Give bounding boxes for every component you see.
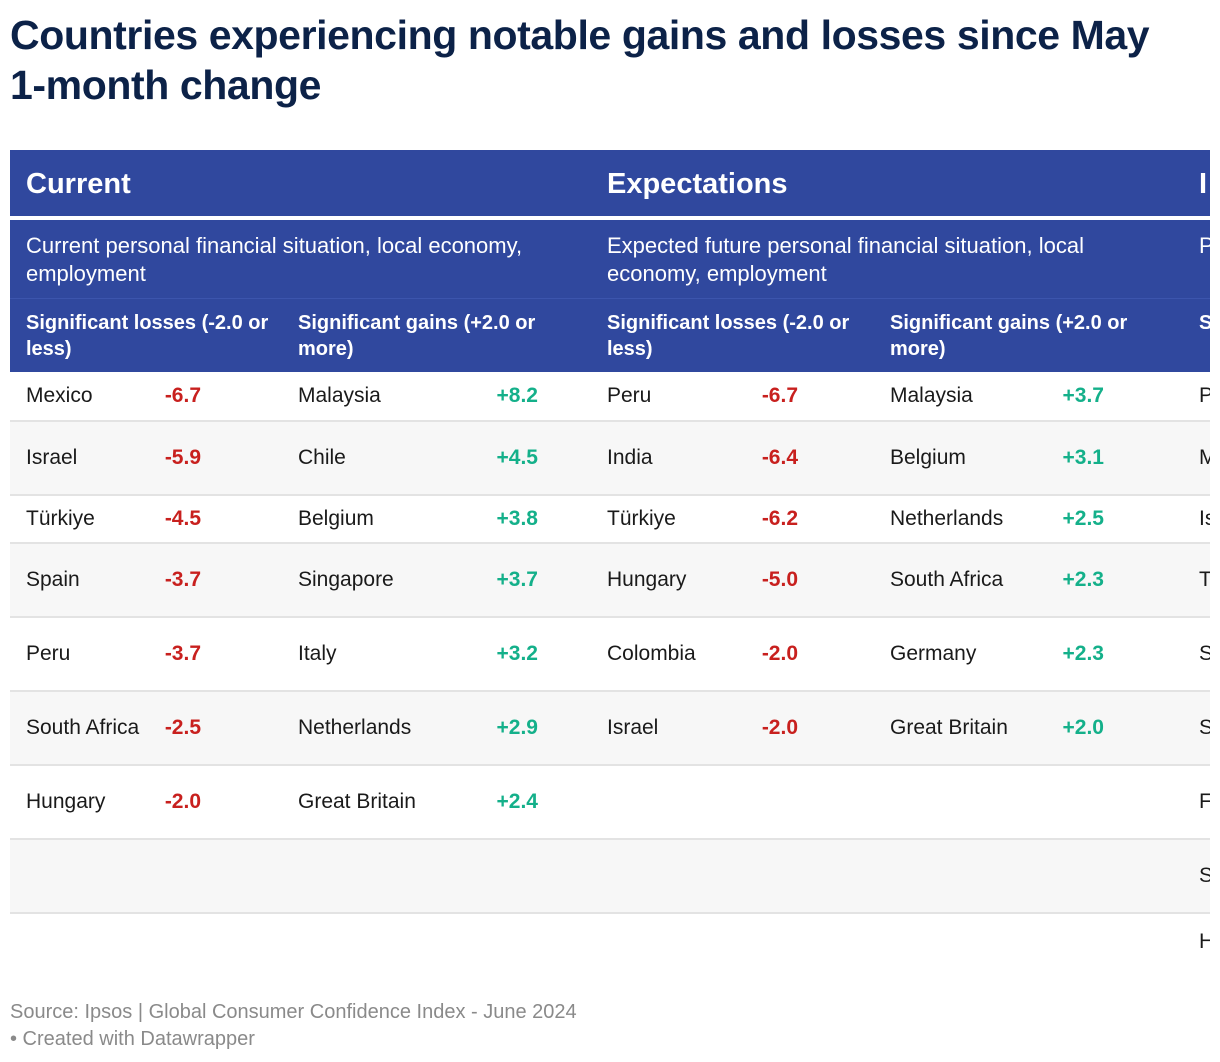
- table-row: Spain -3.7 Singapore +3.7 Hungary -5.0 South A…: [10, 544, 1210, 618]
- loss-value: -4.5: [164, 507, 201, 530]
- loss-value: -6.4: [761, 446, 798, 469]
- loss-value: -5.9: [164, 446, 201, 469]
- group-title: Expectations: [607, 168, 788, 200]
- gain-country: South Africa: [890, 568, 1004, 591]
- loss-country: H: [1199, 930, 1210, 950]
- gain-country: Malaysia: [298, 384, 381, 407]
- loss-value: -3.7: [164, 642, 201, 665]
- title-line-2: 1-month change: [10, 62, 322, 108]
- gain-value: +3.7: [1062, 384, 1104, 407]
- gain-value: +2.9: [496, 716, 538, 739]
- gain-value: +3.1: [1062, 446, 1104, 469]
- gain-country: Great Britain: [298, 790, 416, 813]
- gain-country: Chile: [298, 446, 346, 469]
- loss-country: S A: [1199, 642, 1210, 665]
- table-row: Mexico -6.7 Malaysia +8.2 Peru -6.7 Malaysia +3…: [10, 372, 1210, 422]
- table-row: South Africa -2.5 Netherlands +2.9 Israel -2.…: [10, 692, 1210, 766]
- source-note: Source: Ipsos | Global Consumer Confiden…: [10, 999, 1210, 1053]
- gain-value: +3.8: [496, 507, 538, 530]
- gain-value: +2.4: [496, 790, 538, 813]
- loss-value: -6.2: [761, 507, 798, 530]
- group-title: I: [1199, 168, 1208, 200]
- table-row: Israel -5.9 Chile +4.5 India -6.4 Belgium +3.1 M: [10, 422, 1210, 496]
- loss-country: Mexico: [26, 384, 93, 407]
- gain-value: +3.7: [496, 568, 538, 591]
- group-title: Current: [26, 168, 131, 200]
- loss-country: Is: [1199, 507, 1210, 530]
- gain-value: +2.3: [1062, 568, 1104, 591]
- loss-country: Spain: [26, 568, 80, 591]
- gain-value: +8.2: [496, 384, 538, 407]
- loss-country: Türkiye: [26, 507, 95, 530]
- loss-country: Hungary: [607, 568, 687, 591]
- loss-country: Israel: [607, 716, 659, 739]
- gain-country: Netherlands: [890, 507, 1004, 530]
- loss-value: -5.0: [761, 568, 798, 591]
- loss-country: F: [1199, 790, 1210, 813]
- group-description: P f: [1199, 233, 1210, 258]
- gain-value: +2.3: [1062, 642, 1104, 665]
- losses-column-header: S (-: [1199, 312, 1210, 334]
- table-row: S K: [10, 840, 1210, 914]
- gain-value: +3.2: [496, 642, 538, 665]
- data-table-inner: Current Current personal financial situat…: [10, 150, 1210, 950]
- loss-country: S K: [1199, 864, 1210, 887]
- table-row: Peru -3.7 Italy +3.2 Colombia -2.0 Germany +2.3…: [10, 618, 1210, 692]
- gain-country: Belgium: [890, 446, 966, 469]
- losses-column-header: Significant losses (-2.0 or less): [26, 312, 269, 360]
- loss-value: -2.0: [761, 716, 798, 739]
- loss-value: -2.0: [164, 790, 201, 813]
- loss-country: India: [607, 446, 653, 469]
- gain-country: Malaysia: [890, 384, 973, 407]
- loss-country: Türkiye: [607, 507, 676, 530]
- gain-country: Belgium: [298, 507, 374, 530]
- chart-title: Countries experiencing notable gains and…: [10, 10, 1210, 110]
- gain-country: Singapore: [298, 568, 394, 591]
- gain-country: Germany: [890, 642, 977, 665]
- gains-column-header: Significant gains (+2.0 or more): [298, 312, 536, 360]
- loss-country: South Africa: [26, 716, 140, 739]
- loss-value: -2.0: [761, 642, 798, 665]
- loss-value: -2.5: [164, 716, 201, 739]
- subheader-divider: [10, 298, 1210, 299]
- loss-country: Israel: [26, 446, 78, 469]
- losses-column-header: Significant losses (-2.0 or less): [607, 312, 850, 360]
- table-row: Hungary -2.0 Great Britain +2.4 F: [10, 766, 1210, 840]
- gain-country: Great Britain: [890, 716, 1008, 739]
- credit-text: • Created with Datawrapper: [10, 1028, 255, 1050]
- loss-country: Peru: [607, 384, 652, 407]
- gain-value: +4.5: [496, 446, 538, 469]
- loss-country: T: [1199, 568, 1210, 591]
- gain-value: +2.5: [1062, 507, 1104, 530]
- loss-country: P: [1199, 384, 1210, 407]
- loss-country: Hungary: [26, 790, 106, 813]
- loss-country: Peru: [26, 642, 71, 665]
- gain-country: Italy: [298, 642, 337, 665]
- loss-value: -3.7: [164, 568, 201, 591]
- data-table: Current Current personal financial situat…: [10, 150, 1210, 950]
- header-divider: [10, 216, 1210, 220]
- loss-value: -6.7: [761, 384, 798, 407]
- table-row: H: [10, 914, 1210, 950]
- table-header: [10, 150, 1210, 372]
- table-row: Türkiye -4.5 Belgium +3.8 Türkiye -6.2 Netherl…: [10, 496, 1210, 544]
- source-text: Source: Ipsos | Global Consumer Confiden…: [10, 1001, 577, 1023]
- group-description: Current personal financial situation, lo…: [26, 233, 523, 286]
- loss-value: -6.7: [164, 384, 201, 407]
- loss-country: M: [1199, 446, 1210, 469]
- title-line-1: Countries experiencing notable gains and…: [10, 12, 1150, 58]
- loss-country: Colombia: [607, 642, 696, 665]
- group-description: Expected future personal financial situa…: [607, 233, 1084, 286]
- gain-country: Netherlands: [298, 716, 412, 739]
- gains-column-header: Significant gains (+2.0 or more): [890, 312, 1128, 360]
- gain-value: +2.0: [1062, 716, 1104, 739]
- loss-country: S: [1199, 716, 1210, 739]
